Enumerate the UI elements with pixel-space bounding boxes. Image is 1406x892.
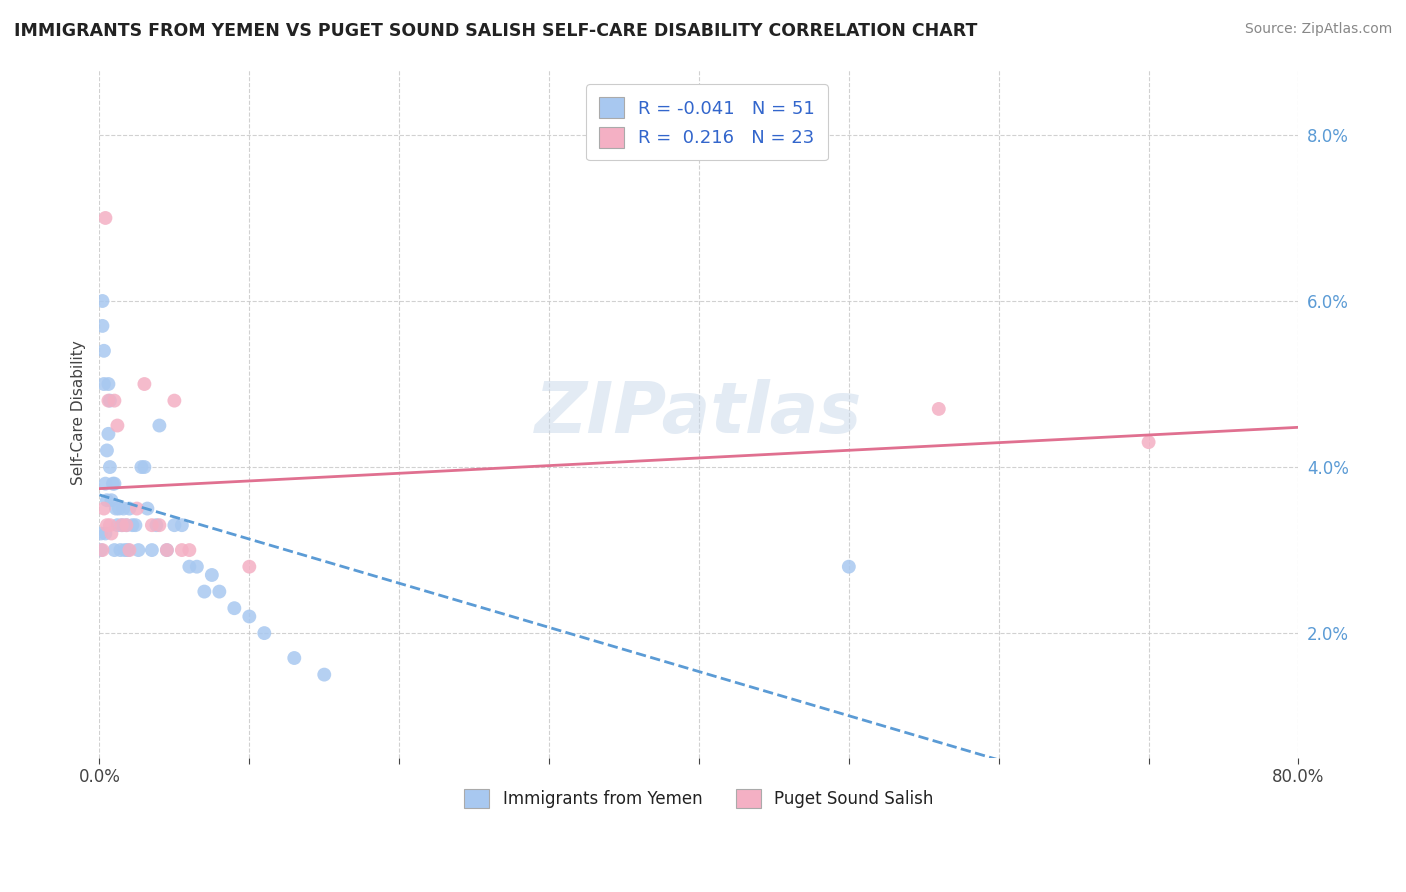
Point [96, 493, 118, 508]
Point [125, 501, 148, 516]
Point [145, 518, 167, 533]
Point [112, 501, 135, 516]
Point [98, 460, 121, 475]
Point [238, 559, 260, 574]
Text: ZIPatlas: ZIPatlas [536, 378, 863, 448]
Point [148, 518, 170, 533]
Point [148, 418, 170, 433]
Point [131, 460, 153, 475]
Point [136, 501, 159, 516]
Point [314, 667, 336, 681]
Point [1137, 435, 1160, 450]
Point [96, 518, 118, 533]
Point [91, 293, 114, 308]
Point [94, 211, 117, 225]
Point [97, 377, 120, 392]
Point [170, 518, 193, 533]
Point [91, 318, 114, 333]
Point [253, 626, 276, 640]
Point [156, 543, 179, 558]
Y-axis label: Self-Care Disability: Self-Care Disability [72, 341, 86, 485]
Point [127, 543, 149, 558]
Point [104, 501, 127, 516]
Point [111, 518, 134, 533]
Point [94, 526, 117, 541]
Point [100, 526, 122, 541]
Point [93, 343, 115, 358]
Point [103, 543, 125, 558]
Point [107, 418, 129, 433]
Point [108, 501, 131, 516]
Point [141, 543, 163, 558]
Point [98, 393, 121, 408]
Point [121, 518, 143, 533]
Point [124, 518, 146, 533]
Point [97, 393, 120, 408]
Point [98, 518, 121, 533]
Point [90, 543, 112, 558]
Point [163, 393, 186, 408]
Text: IMMIGRANTS FROM YEMEN VS PUGET SOUND SALISH SELF-CARE DISABILITY CORRELATION CHA: IMMIGRANTS FROM YEMEN VS PUGET SOUND SAL… [14, 22, 977, 40]
Point [179, 559, 201, 574]
Point [103, 393, 125, 408]
Point [224, 601, 246, 615]
Point [91, 543, 114, 558]
Point [838, 559, 860, 574]
Point [96, 443, 118, 458]
Point [238, 609, 260, 624]
Point [93, 377, 115, 392]
Point [100, 493, 122, 508]
Point [208, 584, 231, 599]
Point [201, 568, 224, 582]
Point [928, 401, 950, 416]
Point [107, 518, 129, 533]
Point [118, 543, 141, 558]
Point [141, 518, 163, 533]
Point [179, 543, 201, 558]
Point [117, 543, 139, 558]
Point [114, 543, 136, 558]
Point [193, 584, 215, 599]
Point [283, 651, 305, 665]
Point [134, 460, 156, 475]
Point [94, 476, 117, 491]
Point [163, 518, 186, 533]
Point [115, 518, 138, 533]
Point [93, 501, 115, 516]
Point [90, 526, 112, 541]
Point [156, 543, 179, 558]
Point [101, 476, 124, 491]
Point [186, 559, 208, 574]
Point [97, 426, 120, 441]
Point [103, 476, 125, 491]
Point [115, 518, 138, 533]
Point [118, 501, 141, 516]
Point [170, 543, 193, 558]
Point [111, 518, 134, 533]
Point [134, 377, 156, 392]
Text: Source: ZipAtlas.com: Source: ZipAtlas.com [1244, 22, 1392, 37]
Point [110, 543, 132, 558]
Legend: Immigrants from Yemen, Puget Sound Salish: Immigrants from Yemen, Puget Sound Salis… [458, 783, 941, 814]
